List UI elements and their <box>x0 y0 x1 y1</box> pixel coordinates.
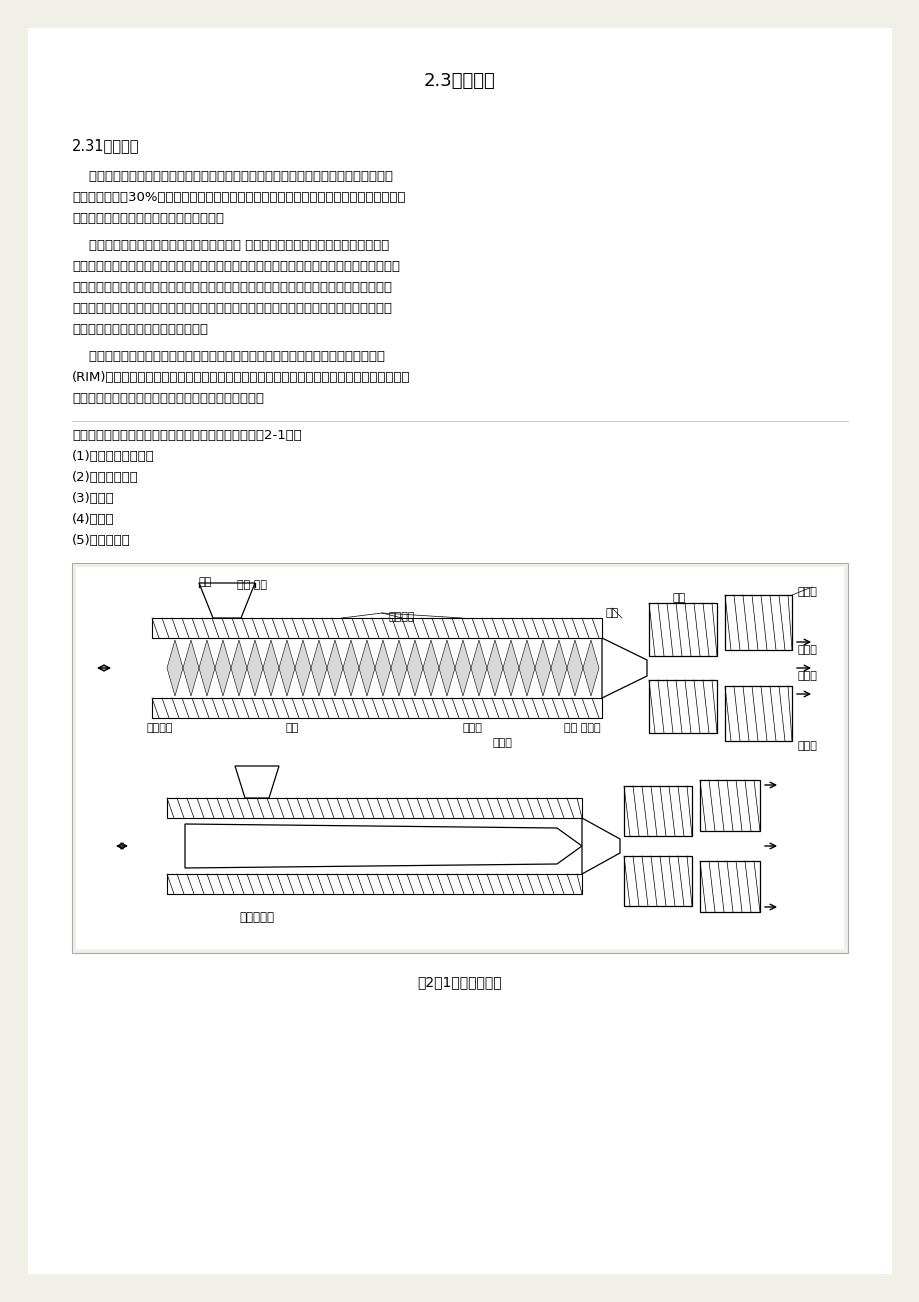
Text: (1)注射或模具填充；: (1)注射或模具填充； <box>72 450 154 464</box>
Polygon shape <box>278 641 295 697</box>
Polygon shape <box>311 641 326 697</box>
Polygon shape <box>246 641 263 697</box>
Polygon shape <box>375 641 391 697</box>
Bar <box>76 566 843 949</box>
Text: 倒进模具中，但在高压下，必须强制进入模具中。因此，金属铸件的力学性能主要是由模具壁: 倒进模具中，但在高压下，必须强制进入模具中。因此，金属铸件的力学性能主要是由模具… <box>72 260 400 273</box>
Polygon shape <box>550 641 566 697</box>
Text: 的传热率决定的，这决定了在最后的铸造中晶粒尺寸和晶粒取向。在注射成型中的熔体注射: 的传热率决定的，这决定了在最后的铸造中晶粒尺寸和晶粒取向。在注射成型中的熔体注射 <box>72 281 391 294</box>
Text: 注塑已应用于热塑性塑料和热固性材料，泡沫部分，并已修改以产生的反应注射成型: 注塑已应用于热塑性塑料和热固性材料，泡沫部分，并已修改以产生的反应注射成型 <box>72 350 384 363</box>
Text: 浇口 模制件: 浇口 模制件 <box>563 723 600 733</box>
Text: 冷却区域: 冷却区域 <box>147 723 174 733</box>
Bar <box>72 562 847 953</box>
Polygon shape <box>199 583 255 618</box>
Polygon shape <box>455 641 471 697</box>
Polygon shape <box>699 861 759 911</box>
Text: 料树脂消费量的30%。典型的注塑产品是杯，容器，工具外壳，手柄，旋钮，电气和通信部: 料树脂消费量的30%。典型的注塑产品是杯，容器，工具外壳，手柄，旋钮，电气和通信… <box>72 191 405 204</box>
Text: 2.3注射成型: 2.3注射成型 <box>424 72 495 90</box>
Polygon shape <box>486 641 503 697</box>
Text: 通风口: 通风口 <box>797 587 817 598</box>
Polygon shape <box>167 641 183 697</box>
Polygon shape <box>263 641 278 697</box>
Polygon shape <box>648 680 716 733</box>
Polygon shape <box>583 641 598 697</box>
Polygon shape <box>503 641 518 697</box>
Text: 在高压力产生的剪切力是最终在材料的分子取向的主要原因。因此，成品的机械性能受模具: 在高压力产生的剪切力是最终在材料的分子取向的主要原因。因此，成品的机械性能受模具 <box>72 302 391 315</box>
Polygon shape <box>601 638 646 698</box>
Polygon shape <box>724 595 791 650</box>
Text: 粉末: 粉末 <box>199 577 211 587</box>
Text: (5)部分弹射。: (5)部分弹射。 <box>72 534 130 547</box>
Bar <box>152 638 601 698</box>
Polygon shape <box>438 641 455 697</box>
Text: 芯块 料斗: 芯块 料斗 <box>237 579 267 590</box>
Text: 模具: 模具 <box>672 592 685 603</box>
Polygon shape <box>358 641 375 697</box>
Polygon shape <box>623 786 691 836</box>
Polygon shape <box>406 641 423 697</box>
Polygon shape <box>234 766 278 798</box>
Polygon shape <box>535 641 550 697</box>
Text: 2.31注射成型: 2.31注射成型 <box>72 138 140 154</box>
Text: 喷嘴: 喷嘴 <box>605 608 618 618</box>
Polygon shape <box>566 641 583 697</box>
Text: (2)包装或压缩；: (2)包装或压缩； <box>72 471 139 484</box>
Polygon shape <box>215 641 231 697</box>
Text: 挤压力: 挤压力 <box>797 644 817 655</box>
Text: 分料梭: 分料梭 <box>492 738 511 749</box>
Polygon shape <box>199 641 215 697</box>
Polygon shape <box>295 641 311 697</box>
Text: 通风口: 通风口 <box>797 741 817 751</box>
Polygon shape <box>326 641 343 697</box>
Text: 聚合物熔体由于其分子量高，所以粘度很高 他们不能像金属一样在重力流作用下直接: 聚合物熔体由于其分子量高，所以粘度很高 他们不能像金属一样在重力流作用下直接 <box>72 240 389 253</box>
Polygon shape <box>183 641 199 697</box>
Polygon shape <box>724 686 791 741</box>
Polygon shape <box>582 818 619 874</box>
Polygon shape <box>423 641 438 697</box>
Text: 喷射器: 喷射器 <box>797 671 817 681</box>
Bar <box>167 818 582 874</box>
Text: 一个典型的注塑成型周期或序列由五个阶段组成（见图2-1）：: 一个典型的注塑成型周期或序列由五个阶段组成（见图2-1）： <box>72 428 301 441</box>
Text: 内注入条件和的冷却条件两者的影响。: 内注入条件和的冷却条件两者的影响。 <box>72 323 208 336</box>
Polygon shape <box>231 641 246 697</box>
Polygon shape <box>152 698 601 717</box>
Text: (3)保压；: (3)保压； <box>72 492 115 505</box>
Text: 型是热塑性塑料进行，后面的讨论集中于这样的造型。: 型是热塑性塑料进行，后面的讨论集中于这样的造型。 <box>72 392 264 405</box>
Text: 件（如电话接收器），玩具，和水暖配件。: 件（如电话接收器），玩具，和水暖配件。 <box>72 212 223 225</box>
Text: 旋转和往复: 旋转和往复 <box>239 911 274 924</box>
Polygon shape <box>699 780 759 831</box>
Polygon shape <box>623 855 691 906</box>
Text: 料筒: 料筒 <box>285 723 299 733</box>
Text: 加热区域: 加热区域 <box>389 612 414 622</box>
Text: (4)冷却；: (4)冷却； <box>72 513 115 526</box>
Polygon shape <box>167 798 582 818</box>
Polygon shape <box>167 874 582 894</box>
Polygon shape <box>391 641 406 697</box>
Polygon shape <box>152 618 601 638</box>
Text: 注射室: 注射室 <box>461 723 482 733</box>
Text: 图2－1注射成型过程: 图2－1注射成型过程 <box>417 975 502 990</box>
Polygon shape <box>471 641 486 697</box>
Polygon shape <box>185 824 582 868</box>
Polygon shape <box>648 603 716 656</box>
Polygon shape <box>518 641 535 697</box>
Polygon shape <box>343 641 358 697</box>
Text: 注塑主要用于热塑性塑料零件的生产，也是最古老的方法之一。目前注塑成型占所有塑: 注塑主要用于热塑性塑料零件的生产，也是最古老的方法之一。目前注塑成型占所有塑 <box>72 171 392 184</box>
Text: (RIM)过程中，热固性树脂系统的两个组件同时注入和快速聚合在模具内。然而大多数注射成: (RIM)过程中，热固性树脂系统的两个组件同时注入和快速聚合在模具内。然而大多数… <box>72 371 410 384</box>
